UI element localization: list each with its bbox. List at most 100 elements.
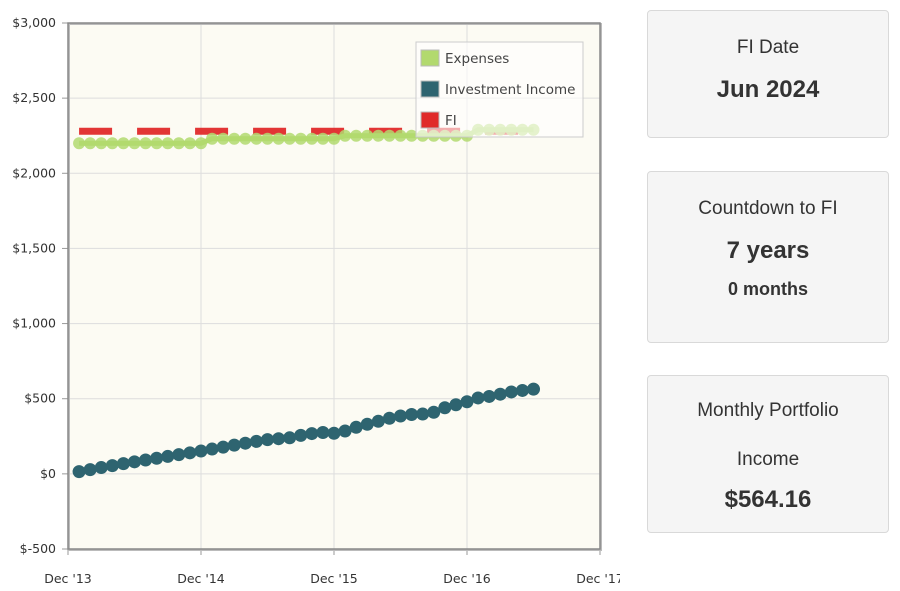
x-tick-label: Dec '13	[44, 571, 92, 586]
investment-income-point	[405, 407, 419, 421]
portfolio-income-card: Monthly Portfolio Income $564.16	[647, 375, 889, 533]
investment-income-point	[294, 428, 308, 442]
y-tick-label: $2,500	[12, 90, 56, 105]
investment-income-point	[349, 420, 363, 434]
y-tick-label: $2,000	[12, 165, 56, 180]
investment-income-point	[116, 457, 130, 471]
x-tick-label: Dec '16	[443, 571, 491, 586]
investment-income-point	[438, 401, 452, 415]
investment-income-point	[172, 448, 186, 462]
expenses-point	[239, 132, 252, 145]
expenses-point	[217, 132, 230, 145]
investment-income-point	[272, 432, 286, 446]
plot-border	[67, 22, 601, 550]
expenses-point	[339, 129, 352, 142]
investment-income-point	[283, 431, 297, 445]
expenses-point	[394, 129, 407, 142]
investment-income-point	[316, 426, 330, 440]
expenses-point	[95, 137, 108, 150]
investment-income-point	[183, 446, 197, 460]
y-tick-label: $3,000	[12, 15, 56, 30]
countdown-years: 7 years	[726, 237, 810, 264]
investment-income-point	[515, 383, 529, 397]
countdown-months: 0 months	[727, 279, 808, 299]
investment-income-point	[150, 451, 164, 465]
countdown-label: Countdown to FI	[698, 198, 838, 219]
investment-income-point	[83, 463, 97, 477]
expenses-point	[228, 132, 241, 145]
investment-income-point	[471, 391, 485, 405]
investment-income-point	[305, 427, 319, 441]
investment-income-point	[72, 465, 86, 479]
y-tick-label: $0	[40, 466, 56, 481]
expenses-point	[383, 129, 396, 142]
legend-label: Investment Income	[445, 82, 575, 98]
investment-income-point	[227, 438, 241, 452]
expenses-point	[316, 132, 329, 145]
expenses-point	[405, 129, 418, 142]
expenses-point	[361, 129, 374, 142]
expenses-point	[250, 132, 263, 145]
investment-income-point	[382, 411, 396, 425]
investment-income-point	[261, 433, 274, 447]
investment-income-point	[338, 424, 352, 438]
income-label-line2: Income	[736, 449, 800, 470]
legend-label: Expenses	[445, 51, 509, 67]
investment-income-point	[94, 461, 108, 475]
legend-swatch	[420, 111, 440, 129]
expenses-point	[128, 137, 141, 150]
investment-income-point	[128, 455, 141, 469]
expenses-point	[139, 137, 152, 150]
investment-income-point	[327, 426, 341, 440]
expenses-point	[305, 132, 318, 145]
expenses-point	[372, 129, 385, 142]
investment-income-point	[449, 398, 463, 412]
investment-income-point	[371, 414, 385, 428]
investment-income-point	[360, 417, 374, 431]
expenses-point	[117, 137, 130, 150]
y-tick-label: $1,000	[12, 316, 56, 331]
countdown-card: Countdown to FI 7 years 0 months	[647, 171, 889, 343]
investment-income-point	[394, 409, 407, 423]
investment-income-point	[249, 434, 263, 448]
fi-date-label: FI Date	[736, 37, 800, 58]
expenses-point	[272, 132, 285, 145]
expenses-point	[84, 137, 97, 150]
legend-swatch	[420, 49, 440, 67]
expenses-point	[350, 129, 363, 142]
income-value: $564.16	[724, 486, 812, 513]
investment-income-point	[139, 453, 153, 467]
legend-label: FI	[445, 113, 457, 129]
chart: $3,000 $2,500 $2,000 $1,500 $1,000 $500 $0 $-50…	[12, 15, 620, 586]
y-tick-label: $500	[24, 391, 56, 406]
investment-income-point	[161, 449, 175, 463]
investment-income-point	[427, 405, 441, 419]
x-tick-label: Dec '15	[310, 571, 358, 586]
expenses-point	[294, 132, 307, 145]
investment-income-point	[460, 395, 474, 409]
investment-income-point	[493, 387, 507, 401]
expenses-point	[283, 132, 296, 145]
plot-border-shadow	[68, 23, 602, 551]
expenses-point	[183, 137, 196, 150]
investment-income-point	[216, 440, 230, 454]
investment-income-point	[105, 459, 119, 473]
expenses-point	[161, 137, 174, 150]
fi-date-card: FI Date Jun 2024	[647, 10, 889, 138]
expenses-point	[206, 132, 219, 145]
investment-income-point	[527, 382, 540, 396]
investment-income-point	[504, 385, 518, 399]
fi-date-value: Jun 2024	[716, 76, 820, 103]
investment-income-point	[482, 389, 496, 403]
income-label-line1: Monthly Portfolio	[697, 400, 839, 421]
x-tick-label: Dec '14	[177, 571, 225, 586]
expenses-point	[150, 137, 163, 150]
x-tick-label: Dec '17	[576, 571, 620, 586]
expenses-point	[106, 137, 119, 150]
legend: Expenses Investment Income FI	[415, 41, 584, 138]
y-tick-label: $-500	[20, 541, 56, 556]
investment-income-point	[194, 444, 208, 458]
expenses-point	[172, 137, 185, 150]
investment-income-point	[416, 407, 430, 421]
investment-income-point	[238, 436, 252, 450]
